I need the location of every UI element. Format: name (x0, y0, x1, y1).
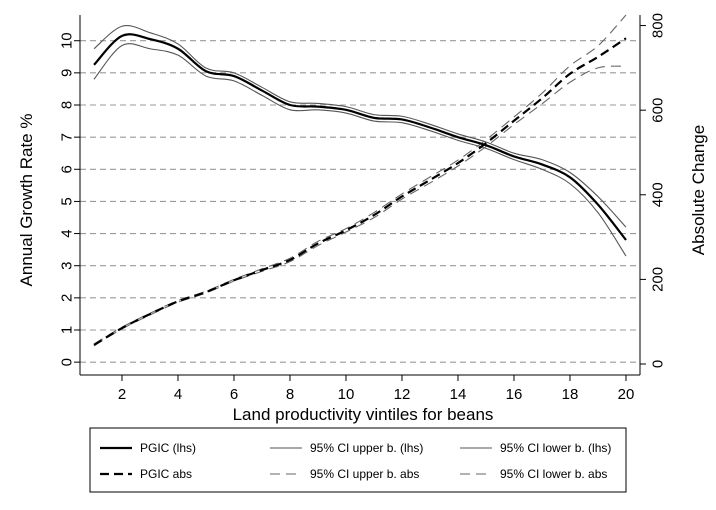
y-axis-left-title: Annual Growth Rate % (17, 114, 36, 287)
legend-label: 95% CI lower b. (lhs) (500, 441, 611, 455)
y-left-tick-label: 7 (58, 133, 75, 141)
y-left-tick-label: 10 (58, 32, 75, 49)
y-right-tick-label: 200 (649, 267, 666, 292)
y-left-tick-label: 2 (58, 294, 75, 302)
x-tick-label: 6 (230, 386, 238, 403)
series-layer (93, 14, 627, 347)
series-line-pgic-lhs (93, 33, 627, 241)
legend-label: PGIC abs (140, 467, 192, 481)
x-tick-label: 12 (394, 386, 411, 403)
series-line-95-ci-lower-b-lhs (93, 43, 627, 257)
legend-label: 95% CI lower b. abs (500, 467, 607, 481)
x-tick-label: 4 (174, 386, 182, 403)
y-left-tick-label: 8 (58, 101, 75, 109)
x-tick-label: 20 (618, 386, 635, 403)
x-tick-label: 2 (118, 386, 126, 403)
y-right-tick-label: 0 (649, 360, 666, 368)
legend: PGIC (lhs) 95% CI upper b. (lhs) 95% CI lo… (89, 427, 627, 493)
y-left-tick-label: 0 (58, 358, 75, 366)
legend-label: PGIC (lhs) (140, 441, 196, 455)
legend-label: 95% CI upper b. abs (310, 467, 419, 481)
gridlines (80, 40, 640, 363)
series-line-pgic-abs (93, 37, 627, 346)
y-left-tick-label: 1 (58, 326, 75, 334)
legend-box (89, 427, 627, 493)
y-left-tick-label: 9 (58, 69, 75, 77)
y-axis-right-title: Absolute Change (689, 125, 708, 255)
y-right-tick-label: 800 (649, 13, 666, 38)
y-left-tick-label: 6 (58, 165, 75, 173)
series-line-95-ci-upper-b-lhs (93, 25, 627, 228)
legend-label: 95% CI upper b. (lhs) (310, 441, 423, 455)
y-left-tick-label: 3 (58, 262, 75, 270)
x-tick-label: 18 (562, 386, 579, 403)
x-tick-label: 14 (450, 386, 467, 403)
x-axis-title: Land productivity vintiles for beans (233, 405, 494, 424)
y-left-tick-label: 4 (58, 229, 75, 237)
y-right-tick-label: 600 (649, 98, 666, 123)
series-line-95-ci-lower-b-abs (93, 65, 627, 347)
y-right-tick-label: 400 (649, 182, 666, 207)
x-tick-label: 16 (506, 386, 523, 403)
x-tick-label: 8 (286, 386, 294, 403)
series-line-95-ci-upper-b-abs (93, 14, 627, 345)
y-left-tick-label: 5 (58, 197, 75, 205)
x-tick-label: 10 (338, 386, 355, 403)
